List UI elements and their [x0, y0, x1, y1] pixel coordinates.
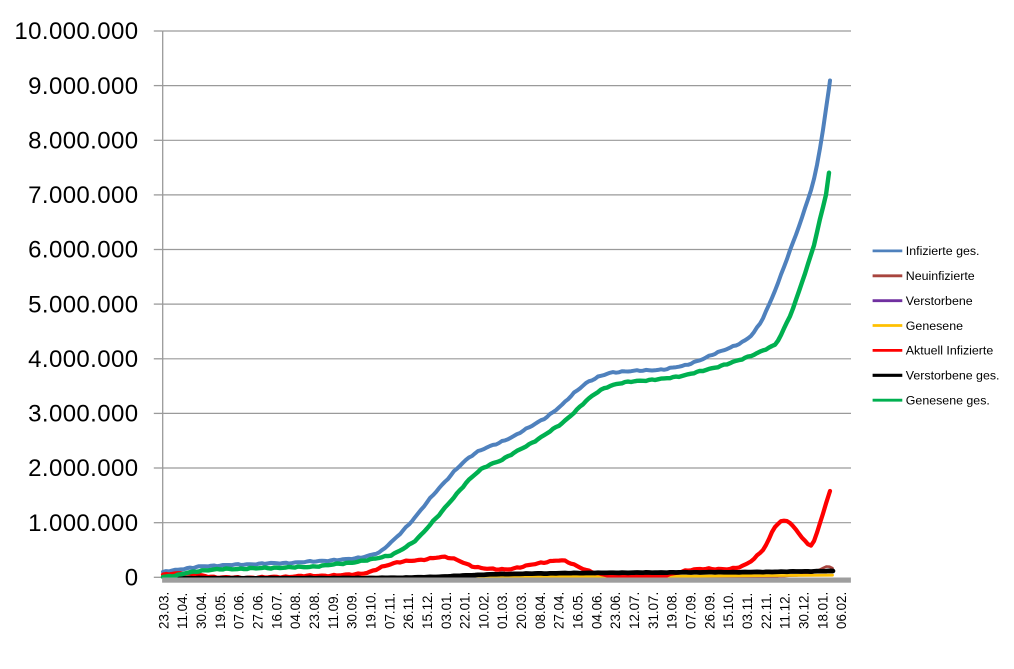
svg-text:Verstorbene: Verstorbene — [906, 294, 973, 308]
svg-text:Verstorbene ges.: Verstorbene ges. — [906, 369, 1000, 383]
svg-text:22.01.: 22.01. — [458, 592, 473, 629]
svg-text:1.000.000: 1.000.000 — [28, 510, 138, 537]
svg-text:4.000.000: 4.000.000 — [28, 346, 138, 373]
svg-text:30.04.: 30.04. — [194, 592, 209, 629]
svg-text:8.000.000: 8.000.000 — [28, 128, 138, 155]
svg-text:30.12.: 30.12. — [797, 592, 812, 629]
svg-text:27.04.: 27.04. — [552, 592, 567, 629]
svg-text:7.000.000: 7.000.000 — [28, 182, 138, 209]
svg-text:10.02.: 10.02. — [476, 592, 491, 629]
svg-text:15.12.: 15.12. — [420, 592, 435, 629]
svg-text:Genesene ges.: Genesene ges. — [906, 394, 990, 408]
svg-text:15.10.: 15.10. — [721, 592, 736, 629]
svg-text:23.03.: 23.03. — [156, 592, 171, 629]
svg-text:04.08.: 04.08. — [288, 592, 303, 629]
svg-text:27.06.: 27.06. — [250, 592, 265, 629]
svg-text:11.09.: 11.09. — [326, 593, 341, 629]
svg-text:03.01.: 03.01. — [439, 592, 454, 629]
svg-text:08.04.: 08.04. — [533, 592, 548, 629]
svg-text:12.07.: 12.07. — [627, 592, 642, 629]
svg-text:9.000.000: 9.000.000 — [28, 73, 138, 100]
svg-text:22.11.: 22.11. — [759, 593, 774, 629]
svg-text:30.09.: 30.09. — [345, 592, 360, 629]
svg-text:07.06.: 07.06. — [232, 592, 247, 629]
svg-text:07.11.: 07.11. — [382, 593, 397, 629]
svg-text:26.11.: 26.11. — [401, 593, 416, 629]
svg-text:16.07.: 16.07. — [269, 592, 284, 629]
svg-text:10.000.000: 10.000.000 — [14, 18, 138, 45]
svg-text:Aktuell Infizierte: Aktuell Infizierte — [906, 344, 994, 358]
svg-text:Neuinfizierte: Neuinfizierte — [906, 269, 975, 283]
svg-text:Infizierte ges.: Infizierte ges. — [906, 244, 980, 258]
svg-text:0: 0 — [125, 565, 139, 592]
svg-text:01.03.: 01.03. — [495, 592, 510, 629]
svg-text:06.02.: 06.02. — [834, 592, 849, 629]
svg-text:23.06.: 23.06. — [608, 592, 623, 629]
svg-text:11.04.: 11.04. — [175, 593, 190, 629]
svg-text:07.09.: 07.09. — [684, 592, 699, 629]
svg-text:5.000.000: 5.000.000 — [28, 291, 138, 318]
svg-text:19.05.: 19.05. — [213, 592, 228, 629]
svg-text:04.06.: 04.06. — [589, 592, 604, 629]
svg-text:23.08.: 23.08. — [307, 592, 322, 629]
svg-text:03.11.: 03.11. — [740, 593, 755, 629]
svg-text:Genesene: Genesene — [906, 319, 963, 333]
svg-text:2.000.000: 2.000.000 — [28, 455, 138, 482]
svg-text:18.01.: 18.01. — [815, 592, 830, 629]
svg-text:11.12.: 11.12. — [778, 593, 793, 629]
svg-text:19.10.: 19.10. — [363, 592, 378, 629]
svg-text:3.000.000: 3.000.000 — [28, 401, 138, 428]
svg-text:19.08.: 19.08. — [665, 592, 680, 629]
svg-text:16.05.: 16.05. — [571, 592, 586, 629]
svg-text:31.07.: 31.07. — [646, 592, 661, 629]
svg-text:20.03.: 20.03. — [514, 592, 529, 629]
svg-text:26.09.: 26.09. — [702, 592, 717, 629]
svg-text:6.000.000: 6.000.000 — [28, 237, 138, 264]
